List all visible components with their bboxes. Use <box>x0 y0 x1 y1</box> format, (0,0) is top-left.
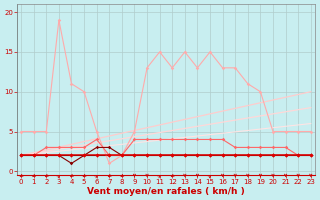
X-axis label: Vent moyen/en rafales ( km/h ): Vent moyen/en rafales ( km/h ) <box>87 187 245 196</box>
